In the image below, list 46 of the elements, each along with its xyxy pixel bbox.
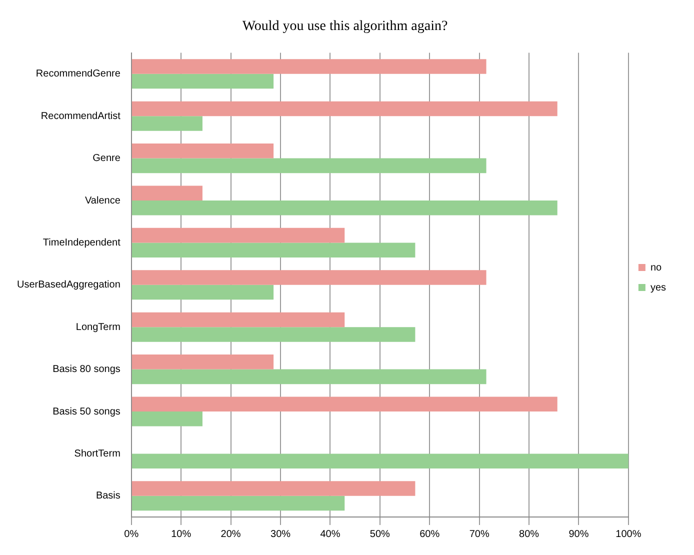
bar [132,242,416,258]
bar [132,481,416,496]
x-tick-label: 20% [220,528,241,540]
x-tick-label: 30% [270,528,291,540]
bar [132,412,202,426]
y-tick-label: RecommendArtist [40,110,121,122]
bar [132,228,345,243]
y-tick-label: Basis 80 songs [52,364,120,376]
bar [132,116,202,131]
y-tick-label: LongTerm [76,322,120,333]
bar [132,354,274,370]
x-tick-label: 80% [519,528,540,540]
x-tick-label: 50% [370,528,390,540]
bar [132,158,486,174]
bar [132,396,558,412]
chart-title: Would you use this algorithm again? [242,19,448,34]
x-tick-label: 40% [320,528,340,540]
bar [132,369,486,384]
bar [132,312,345,328]
bar [132,284,274,300]
bar [132,496,345,511]
bar [132,200,558,216]
x-tick-label: 70% [469,528,490,540]
bar [132,101,558,116]
bar [132,74,274,89]
bar [132,270,486,285]
legend-label: yes [650,282,666,294]
y-tick-label: Genre [92,153,121,164]
bar [132,144,274,158]
y-tick-label: ShortTerm [74,448,120,460]
bar [132,59,486,74]
y-tick-label: Basis 50 songs [52,406,120,418]
x-tick-label: 10% [171,528,192,540]
y-tick-label: Valence [84,195,121,206]
x-tick-label: 60% [420,528,440,540]
bar [132,186,202,200]
x-tick-label: 0% [124,528,139,540]
bar [132,454,628,468]
legend-label: no [650,262,662,274]
y-tick-label: UserBasedAggregation [16,280,120,291]
x-tick-label: 90% [568,528,589,540]
y-tick-label: RecommendGenre [36,68,121,80]
y-tick-label: TimeIndependent [42,237,121,248]
bar [132,327,416,342]
x-tick-label: 100% [616,528,642,540]
y-tick-label: Basis [96,490,120,502]
